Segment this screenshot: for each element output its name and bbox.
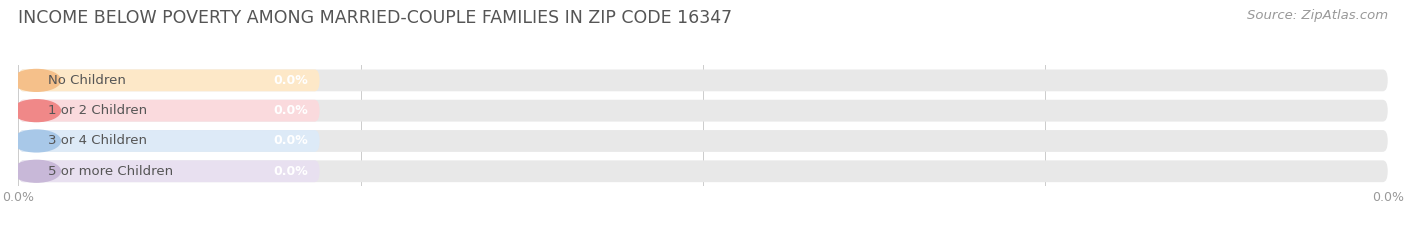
Text: 0.0%: 0.0% [274, 165, 308, 178]
FancyBboxPatch shape [18, 100, 319, 122]
FancyBboxPatch shape [18, 160, 319, 182]
Text: 0.0%: 0.0% [274, 74, 308, 87]
Text: 0.0%: 0.0% [274, 134, 308, 147]
Text: 1 or 2 Children: 1 or 2 Children [48, 104, 148, 117]
Text: 5 or more Children: 5 or more Children [48, 165, 173, 178]
Text: No Children: No Children [48, 74, 127, 87]
Ellipse shape [13, 100, 60, 122]
FancyBboxPatch shape [18, 69, 319, 91]
FancyBboxPatch shape [18, 130, 319, 152]
Text: Source: ZipAtlas.com: Source: ZipAtlas.com [1247, 9, 1388, 22]
FancyBboxPatch shape [18, 69, 1388, 91]
FancyBboxPatch shape [18, 160, 1388, 182]
Ellipse shape [13, 69, 60, 91]
Text: 3 or 4 Children: 3 or 4 Children [48, 134, 148, 147]
Text: 0.0%: 0.0% [274, 104, 308, 117]
Ellipse shape [13, 130, 60, 152]
Text: INCOME BELOW POVERTY AMONG MARRIED-COUPLE FAMILIES IN ZIP CODE 16347: INCOME BELOW POVERTY AMONG MARRIED-COUPL… [18, 9, 733, 27]
FancyBboxPatch shape [18, 100, 1388, 122]
Ellipse shape [13, 160, 60, 182]
FancyBboxPatch shape [18, 130, 1388, 152]
